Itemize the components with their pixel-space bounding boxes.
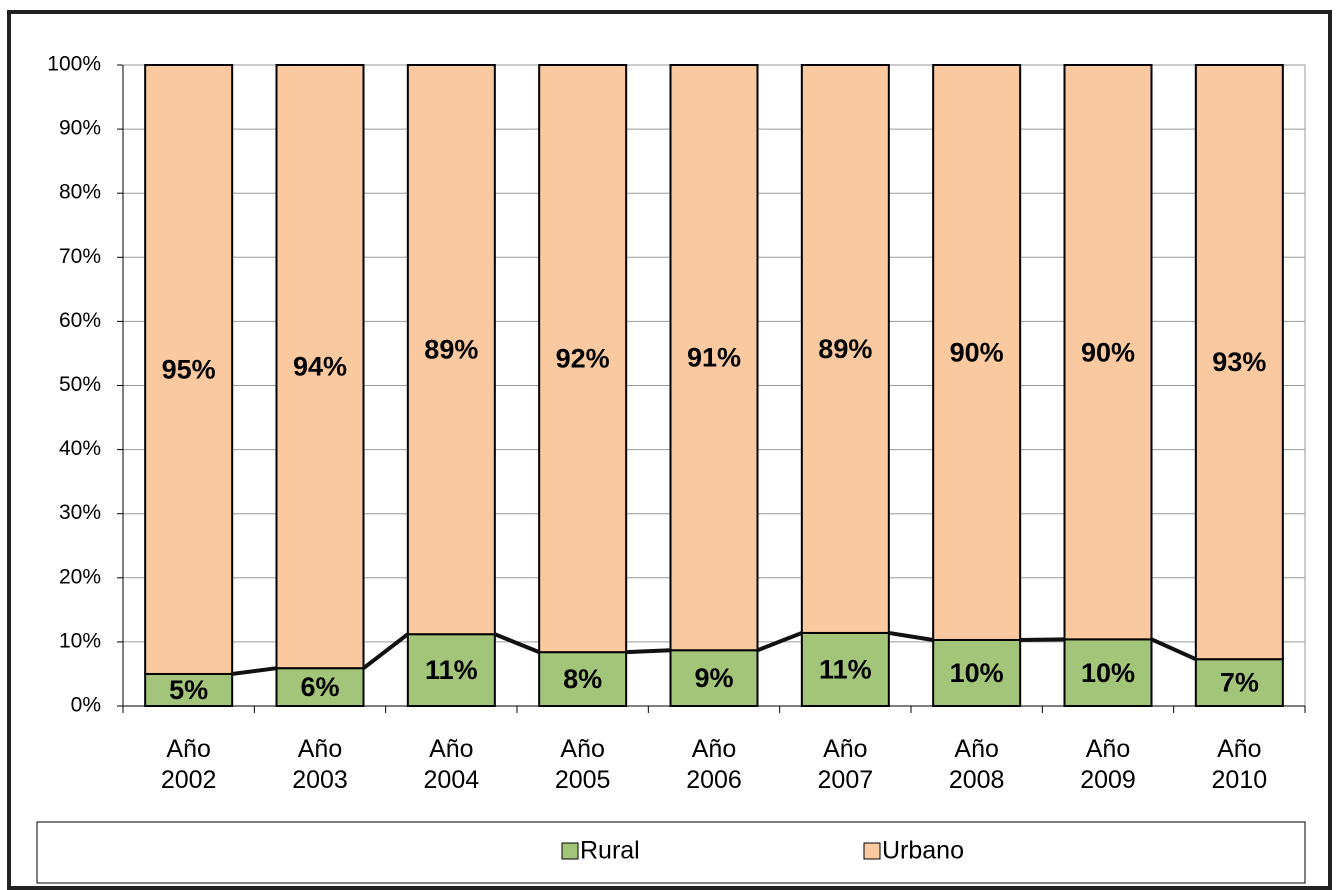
x-tick-label: Año 2009 <box>1080 735 1136 794</box>
value-label: 90% <box>1081 337 1135 367</box>
x-tick-label: Año 2008 <box>949 735 1005 794</box>
series-connector <box>1150 637 1197 662</box>
bar-segment <box>406 64 496 636</box>
x-tick-label: Año 2003 <box>292 735 348 794</box>
bar-segment <box>1194 64 1284 661</box>
y-tick-label: 20% <box>59 565 101 588</box>
series-connector <box>231 666 277 676</box>
value-label: 9% <box>694 663 733 693</box>
value-label: 89% <box>818 334 872 364</box>
bar-segment <box>406 633 496 708</box>
value-label: 89% <box>424 335 478 365</box>
value-label: 7% <box>1220 668 1259 698</box>
value-label: 92% <box>556 344 610 374</box>
series-connector <box>362 632 410 670</box>
value-label: 11% <box>819 655 872 685</box>
value-label: 90% <box>950 338 1004 368</box>
bar-segment <box>932 64 1022 641</box>
bar-segment <box>669 64 759 652</box>
y-tick-label: 30% <box>59 501 101 524</box>
y-tick-label: 40% <box>59 437 101 460</box>
x-tick-label: Año 2007 <box>818 735 874 794</box>
y-tick-label: 60% <box>59 309 101 332</box>
y-tick-label: 90% <box>59 117 101 140</box>
value-label: 10% <box>1081 658 1135 688</box>
x-tick-label: Año 2010 <box>1212 735 1268 794</box>
legend-swatch <box>863 842 881 860</box>
y-tick-label: 0% <box>71 694 101 717</box>
value-label: 95% <box>162 355 216 385</box>
value-label: 8% <box>563 664 602 694</box>
x-tick-label: Año 2006 <box>686 735 742 794</box>
series-connector <box>888 630 934 642</box>
bar-segment <box>144 672 234 708</box>
y-tick-label: 70% <box>59 245 101 268</box>
legend-label: Rural <box>580 837 640 865</box>
x-tick-label: Año 2002 <box>161 735 217 794</box>
bar-segment <box>1063 64 1153 641</box>
series-connector <box>1020 637 1065 642</box>
y-tick-label: 10% <box>59 629 101 652</box>
legend-label: Urbano <box>882 837 964 865</box>
bar-segment <box>275 64 365 670</box>
value-label: 91% <box>687 343 741 373</box>
value-label: 10% <box>950 658 1004 688</box>
y-tick-label: 80% <box>59 181 101 204</box>
bar-segment <box>538 651 628 708</box>
x-tick-label: Año 2005 <box>555 735 611 794</box>
value-label: 6% <box>300 672 339 702</box>
y-tick-label: 50% <box>59 373 101 396</box>
value-label: 94% <box>293 352 347 382</box>
bar-segment <box>800 64 890 634</box>
legend-swatch <box>561 842 579 860</box>
x-tick-label: Año 2004 <box>424 735 480 794</box>
series-connector <box>626 648 671 655</box>
series-connector <box>494 632 540 655</box>
bar-segment <box>144 64 234 675</box>
value-label: 93% <box>1212 347 1266 377</box>
value-label: 11% <box>425 655 478 685</box>
y-tick-label: 100% <box>47 53 101 76</box>
bar-segment <box>800 631 890 708</box>
series-connector <box>756 631 803 653</box>
value-label: 5% <box>169 675 208 705</box>
bar-segment <box>1194 658 1284 707</box>
bar-segment <box>538 64 628 654</box>
bar-segment <box>1063 638 1153 707</box>
legend-box <box>36 821 1306 884</box>
